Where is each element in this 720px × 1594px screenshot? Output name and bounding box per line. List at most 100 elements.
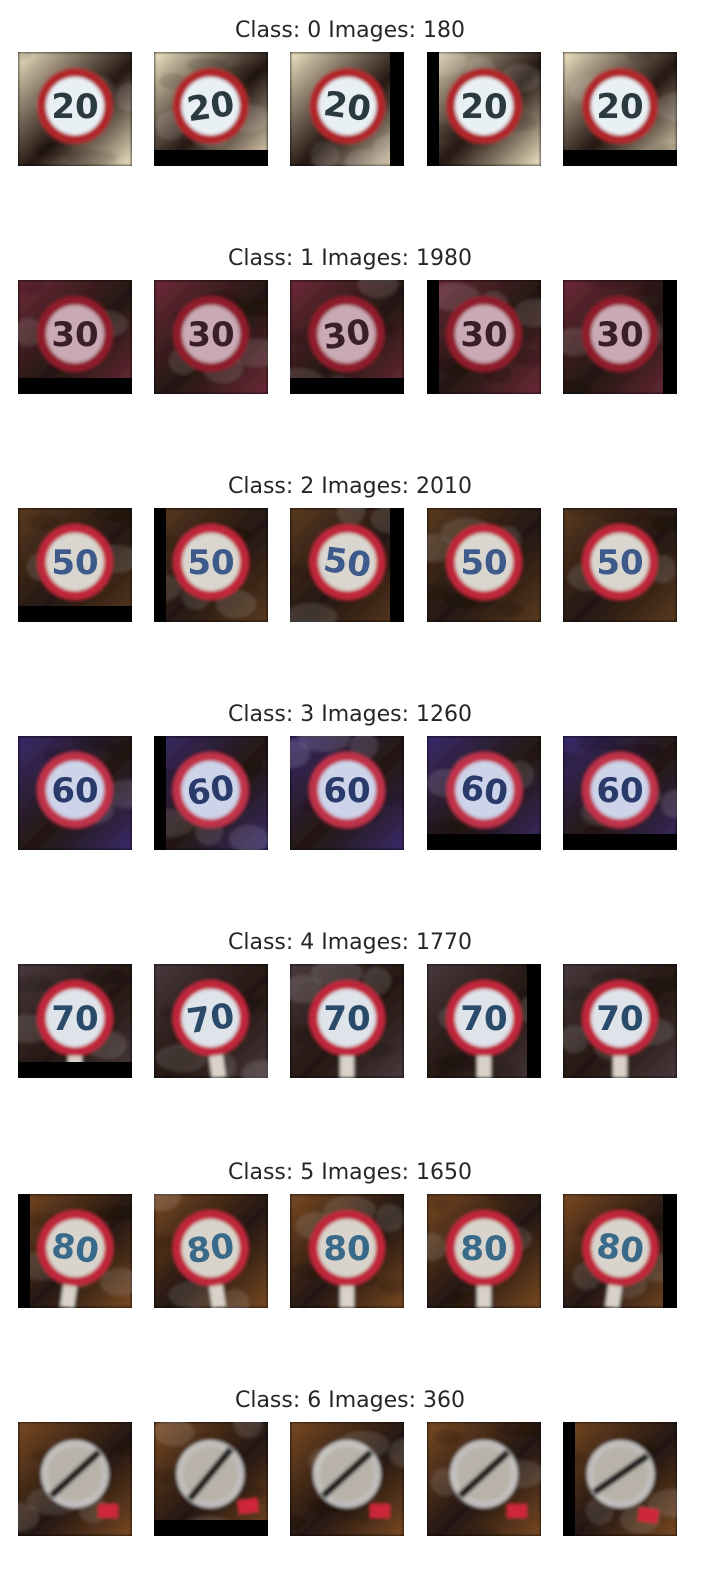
- traffic-sign-image: 80: [563, 1194, 677, 1308]
- traffic-sign-image: 30: [18, 280, 132, 394]
- class-row-title: Class: 1 Images: 1980: [227, 246, 473, 271]
- sign-number-text: 30: [460, 315, 507, 355]
- traffic-sign-image: 70: [18, 964, 132, 1078]
- sample-image: 50: [427, 508, 541, 622]
- sample-image: [563, 1422, 677, 1536]
- traffic-sign-image: 50: [427, 508, 541, 622]
- sign-number-text: 60: [458, 768, 510, 814]
- class-row-title: Class: 3 Images: 1260: [227, 702, 473, 727]
- sign-number-text: 20: [185, 84, 237, 130]
- class-row-title: Class: 6 Images: 360: [234, 1388, 466, 1413]
- sign-number-text: 50: [596, 543, 643, 583]
- traffic-sign-image: 20: [290, 52, 404, 166]
- sample-image: 80: [154, 1194, 268, 1308]
- traffic-sign-image: 70: [427, 964, 541, 1078]
- sample-image: 70: [290, 964, 404, 1078]
- traffic-sign-image: 30: [290, 280, 404, 394]
- traffic-sign-image: 80: [154, 1194, 268, 1308]
- sign-number-text: 30: [51, 315, 98, 355]
- sign-number-text: 20: [51, 87, 98, 127]
- traffic-sign-image: 50: [563, 508, 677, 622]
- sign-number-text: 70: [460, 999, 507, 1039]
- sign-number-text: 30: [187, 315, 234, 355]
- sample-image: 80: [427, 1194, 541, 1308]
- class-row-title: Class: 2 Images: 2010: [227, 474, 473, 499]
- traffic-sign-image: 60: [427, 736, 541, 850]
- sample-image: 60: [154, 736, 268, 850]
- traffic-sign-image: [290, 1422, 404, 1536]
- traffic-sign-image: 60: [563, 736, 677, 850]
- sample-image: 60: [18, 736, 132, 850]
- sample-image: 80: [563, 1194, 677, 1308]
- sample-image: 50: [154, 508, 268, 622]
- traffic-sign-image: 50: [18, 508, 132, 622]
- sample-image: 60: [290, 736, 404, 850]
- sign-number-text: 20: [321, 84, 373, 130]
- sign-number-text: 80: [323, 1229, 370, 1269]
- sample-image: 20: [290, 52, 404, 166]
- sample-image: 70: [563, 964, 677, 1078]
- class-row-title: Class: 5 Images: 1650: [227, 1160, 473, 1185]
- sign-number-text: 50: [321, 540, 373, 586]
- traffic-sign-image: 20: [18, 52, 132, 166]
- sign-number-text: 80: [594, 1226, 646, 1272]
- sign-number-text: 50: [460, 543, 507, 583]
- sample-image: 20: [427, 52, 541, 166]
- sample-image: 30: [154, 280, 268, 394]
- traffic-sign-image: 30: [427, 280, 541, 394]
- traffic-sign-image: [563, 1422, 677, 1536]
- sample-image: 20: [563, 52, 677, 166]
- traffic-sign-image: 80: [18, 1194, 132, 1308]
- sign-number-text: 70: [323, 999, 370, 1039]
- sample-image: 70: [427, 964, 541, 1078]
- sign-number-text: 60: [596, 771, 643, 811]
- sample-image: 70: [154, 964, 268, 1078]
- sample-image: 60: [563, 736, 677, 850]
- traffic-sign-image: [427, 1422, 541, 1536]
- sample-image: [427, 1422, 541, 1536]
- traffic-sign-image: 20: [427, 52, 541, 166]
- traffic-sign-image: 70: [290, 964, 404, 1078]
- sign-number-text: 60: [185, 768, 237, 814]
- sample-image: 50: [563, 508, 677, 622]
- traffic-sign-image: 60: [154, 736, 268, 850]
- sign-number-text: 20: [596, 87, 643, 127]
- class-row-title: Class: 0 Images: 180: [234, 18, 466, 43]
- traffic-sign-image: 20: [154, 52, 268, 166]
- traffic-sign-image: 60: [290, 736, 404, 850]
- sign-number-text: 80: [49, 1226, 101, 1272]
- sample-image: 20: [154, 52, 268, 166]
- traffic-sign-image: 50: [154, 508, 268, 622]
- sample-image: 50: [290, 508, 404, 622]
- sign-number-text: 60: [51, 771, 98, 811]
- sample-image: 60: [427, 736, 541, 850]
- traffic-sign-image: 50: [290, 508, 404, 622]
- traffic-sign-image: [18, 1422, 132, 1536]
- sign-number-text: 50: [187, 543, 234, 583]
- sample-image: 30: [18, 280, 132, 394]
- sign-number-text: 20: [460, 87, 507, 127]
- traffic-sign-image: 30: [563, 280, 677, 394]
- sample-image: 80: [18, 1194, 132, 1308]
- sign-number-text: 70: [51, 999, 98, 1039]
- sign-number-text: 80: [185, 1226, 237, 1272]
- sample-image: 80: [290, 1194, 404, 1308]
- sample-image: [18, 1422, 132, 1536]
- traffic-sign-image: 70: [563, 964, 677, 1078]
- sign-number-text: 60: [323, 771, 370, 811]
- class-row-title: Class: 4 Images: 1770: [227, 930, 473, 955]
- traffic-sign-image: 80: [290, 1194, 404, 1308]
- traffic-sign-image: [154, 1422, 268, 1536]
- sign-number-text: 30: [596, 315, 643, 355]
- sign-number-text: 80: [460, 1229, 507, 1269]
- sample-image: 30: [563, 280, 677, 394]
- sign-number-text: 30: [321, 312, 373, 358]
- traffic-sign-image: 60: [18, 736, 132, 850]
- traffic-sign-image: 80: [427, 1194, 541, 1308]
- traffic-sign-image: 70: [154, 964, 268, 1078]
- sample-image: 50: [18, 508, 132, 622]
- sample-image: 20: [18, 52, 132, 166]
- sign-number-text: 70: [596, 999, 643, 1039]
- sample-image: 30: [427, 280, 541, 394]
- sample-image: 30: [290, 280, 404, 394]
